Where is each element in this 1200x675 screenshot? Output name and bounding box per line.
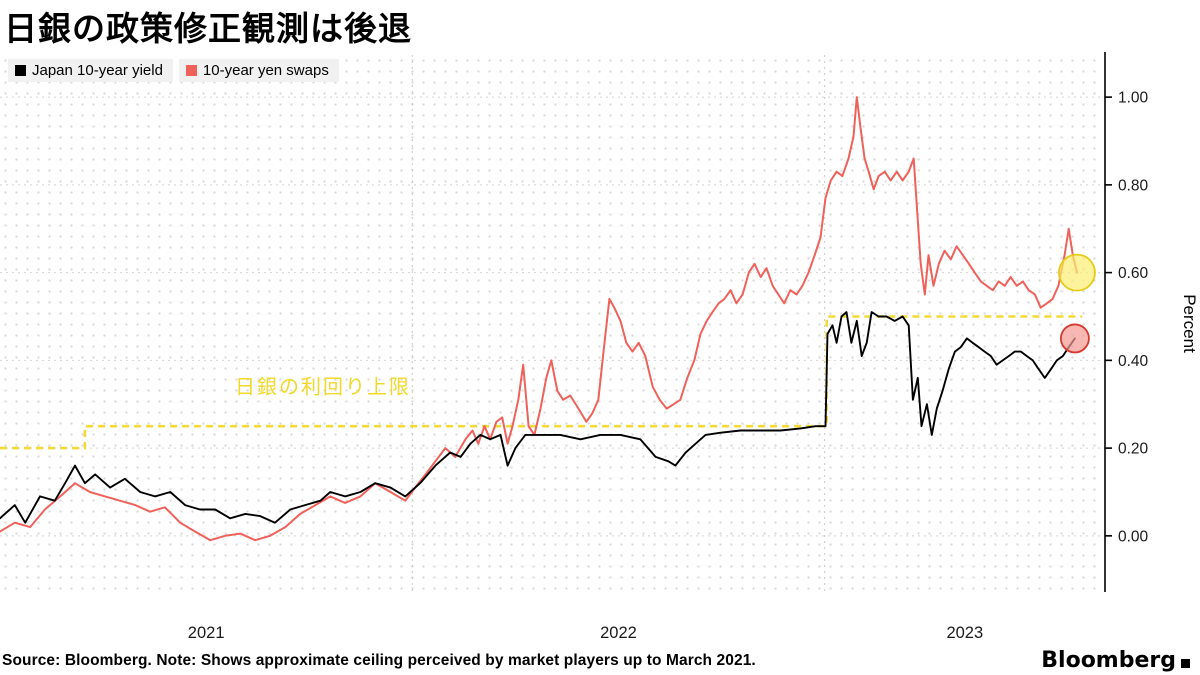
x-tick-label: 2021 — [188, 624, 225, 642]
y-tick-label: 0.60 — [1118, 265, 1149, 282]
y-tick-label: 0.80 — [1118, 177, 1149, 194]
legend: Japan 10-year yield 10-year yen swaps — [8, 59, 339, 82]
legend-item-10-year-yen-swaps: 10-year yen swaps — [178, 59, 339, 82]
series-line-10-year-yen-swaps — [0, 96, 1078, 542]
legend-item-japan-10-year-yield: Japan 10-year yield — [8, 59, 173, 82]
series-line-japan-10-year-yield — [0, 311, 1076, 524]
bloomberg-wordmark: Bloomberg — [1041, 648, 1176, 673]
end-marker-10-year-yen-swaps — [1058, 253, 1096, 292]
chart-title: 日銀の政策修正観測は後退 — [4, 9, 412, 48]
end-marker-japan-10-year-yield — [1060, 323, 1090, 354]
x-tick-label: 2023 — [946, 624, 983, 642]
chart-svg: 日銀の利回り上限 1.00 0.80 0.60 0.40 0.20 0.00 Percent 2… — [0, 52, 1199, 642]
y-axis-title: Percent — [1180, 294, 1199, 353]
y-tick-label: 1.00 — [1118, 90, 1149, 107]
chart-area: 日銀の利回り上限 1.00 0.80 0.60 0.40 0.20 0.00 Percent 2… — [0, 52, 1199, 642]
legend-swatch-red — [185, 65, 197, 76]
legend-label: 10-year yen swaps — [202, 62, 329, 79]
footer: Source: Bloomberg. Note: Shows approxima… — [0, 648, 1200, 673]
legend-label: Japan 10-year yield — [32, 62, 163, 79]
bloomberg-logo: Bloomberg — [1041, 648, 1190, 673]
source-note: Source: Bloomberg. Note: Shows approxima… — [2, 651, 756, 669]
boj-ceiling-annotation: 日銀の利回り上限 — [235, 375, 411, 398]
boj-ceiling-line — [0, 315, 1083, 450]
legend-swatch-black — [15, 65, 26, 76]
y-tick-label: 0.20 — [1118, 441, 1149, 458]
y-tick-label: 0.00 — [1118, 528, 1149, 545]
x-tick-label: 2022 — [600, 624, 637, 642]
bloomberg-logo-mark-icon — [1181, 658, 1190, 668]
y-tick-label: 0.40 — [1118, 353, 1149, 370]
plot-dot-grid — [0, 55, 1105, 592]
